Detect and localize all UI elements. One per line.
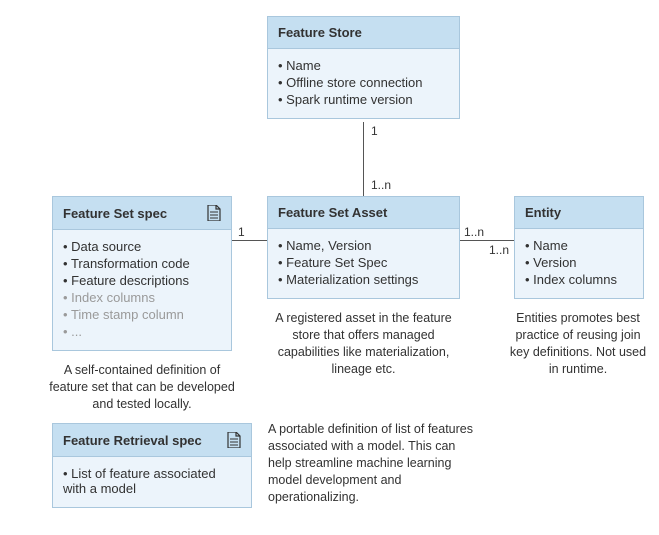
node-body: List of feature associated with a model <box>53 457 251 507</box>
node-title: Feature Set Asset <box>268 197 459 229</box>
list-item: ... <box>63 323 221 340</box>
node-title: Feature Set spec <box>53 197 231 230</box>
list-item: Name <box>525 237 633 254</box>
edge-label-fsa-entity-a: 1..n <box>463 225 485 239</box>
list-item: Name <box>278 57 449 74</box>
node-title: Feature Retrieval spec <box>53 424 251 457</box>
caption-entity: Entities promotes best practice of reusi… <box>508 310 648 378</box>
list-item: Version <box>525 254 633 271</box>
node-title: Entity <box>515 197 643 229</box>
edge-label-fsa-entity-b: 1..n <box>488 243 510 257</box>
edge-label-fs-fsa-top: 1 <box>370 124 379 138</box>
list-item: Feature Set Spec <box>278 254 449 271</box>
node-body: Name Version Index columns <box>515 229 643 298</box>
edge-fsa-entity <box>460 240 514 241</box>
edge-label-spec-fsa: 1 <box>237 225 246 239</box>
list-item: List of feature associated with a model <box>63 465 241 497</box>
list-item: Offline store connection <box>278 74 449 91</box>
edge-fs-fsa <box>363 122 364 196</box>
list-item: Materialization settings <box>278 271 449 288</box>
node-body: Name, Version Feature Set Spec Materiali… <box>268 229 459 298</box>
caption-feature-set-asset: A registered asset in the feature store … <box>262 310 465 378</box>
list-item: Spark runtime version <box>278 91 449 108</box>
list-item: Transformation code <box>63 255 221 272</box>
node-feature-set-spec: Feature Set spec Data source Transformat… <box>52 196 232 351</box>
title-text: Feature Set Asset <box>278 205 387 220</box>
node-feature-set-asset: Feature Set Asset Name, Version Feature … <box>267 196 460 299</box>
title-text: Feature Retrieval spec <box>63 433 202 448</box>
list-item: Name, Version <box>278 237 449 254</box>
title-text: Feature Store <box>278 25 362 40</box>
title-text: Feature Set spec <box>63 206 167 221</box>
list-item: Time stamp column <box>63 306 221 323</box>
node-title: Feature Store <box>268 17 459 49</box>
node-entity: Entity Name Version Index columns <box>514 196 644 299</box>
node-feature-store: Feature Store Name Offline store connect… <box>267 16 460 119</box>
list-item: Data source <box>63 238 221 255</box>
list-item: Feature descriptions <box>63 272 221 289</box>
edge-label-fs-fsa-bottom: 1..n <box>370 178 392 192</box>
document-icon <box>207 205 221 221</box>
list-item: Index columns <box>525 271 633 288</box>
caption-feature-retrieval-spec: A portable definition of list of feature… <box>268 421 478 505</box>
node-body: Data source Transformation code Feature … <box>53 230 231 350</box>
edge-spec-fsa <box>232 240 267 241</box>
caption-feature-set-spec: A self-contained definition of feature s… <box>48 362 236 413</box>
list-item: Index columns <box>63 289 221 306</box>
node-feature-retrieval-spec: Feature Retrieval spec List of feature a… <box>52 423 252 508</box>
document-icon <box>227 432 241 448</box>
node-body: Name Offline store connection Spark runt… <box>268 49 459 118</box>
title-text: Entity <box>525 205 561 220</box>
